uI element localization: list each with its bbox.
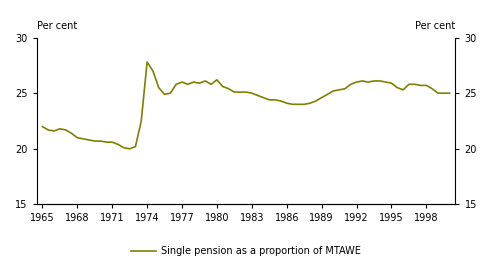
Text: Per cent: Per cent	[415, 21, 456, 31]
Legend: Single pension as a proportion of MTAWE: Single pension as a proportion of MTAWE	[127, 242, 365, 260]
Text: Per cent: Per cent	[36, 21, 77, 31]
